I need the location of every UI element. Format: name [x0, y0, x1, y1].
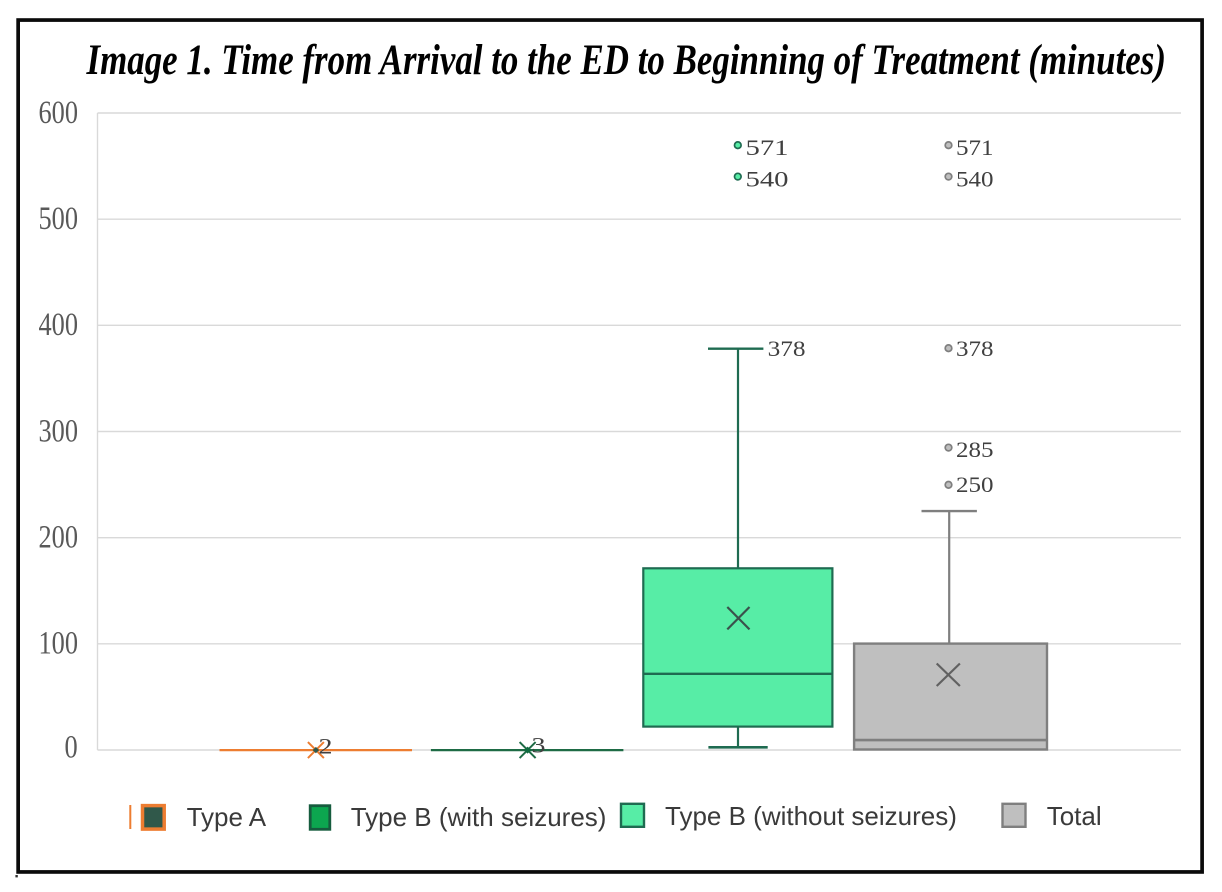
svg-text:3: 3: [532, 733, 546, 758]
svg-text:Image 1. Time from Arrival to: Image 1. Time from Arrival to the ED to …: [86, 37, 1166, 84]
svg-text:378: 378: [768, 336, 806, 361]
svg-text:200: 200: [39, 520, 79, 556]
svg-text:Type B (with seizures): Type B (with seizures): [351, 802, 607, 832]
svg-text:2: 2: [319, 734, 333, 759]
svg-text:400: 400: [39, 307, 79, 343]
svg-text:600: 600: [39, 95, 79, 131]
svg-text:100: 100: [39, 626, 79, 662]
svg-text:250: 250: [956, 472, 994, 497]
svg-text:500: 500: [39, 201, 79, 237]
svg-text:0: 0: [65, 730, 78, 766]
svg-text:Type A: Type A: [187, 802, 267, 832]
svg-text:540: 540: [746, 166, 789, 191]
svg-text:Type B (without seizures): Type B (without seizures): [665, 801, 957, 831]
svg-text:285: 285: [956, 437, 994, 462]
svg-text:Total: Total: [1047, 801, 1102, 831]
svg-text:571: 571: [746, 135, 789, 160]
svg-text:571: 571: [956, 135, 994, 160]
svg-text:540: 540: [956, 166, 994, 191]
svg-text:300: 300: [39, 413, 79, 449]
svg-text:378: 378: [956, 336, 994, 361]
